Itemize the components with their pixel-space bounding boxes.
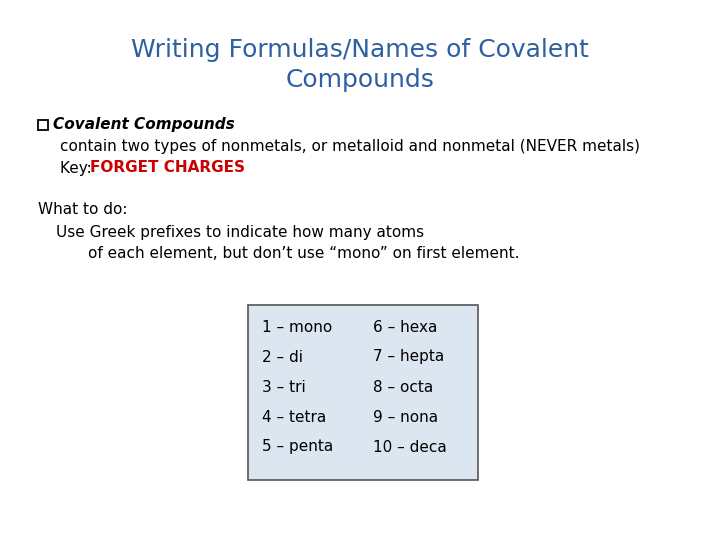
Text: 1 – mono: 1 – mono (262, 320, 332, 334)
Text: 7 – hepta: 7 – hepta (373, 349, 444, 364)
Text: Use Greek prefixes to indicate how many atoms: Use Greek prefixes to indicate how many … (56, 225, 424, 240)
Text: 6 – hexa: 6 – hexa (373, 320, 437, 334)
Text: 3 – tri: 3 – tri (262, 380, 306, 395)
Bar (38, 120, 48, 130)
Text: 8 – octa: 8 – octa (373, 380, 433, 395)
FancyBboxPatch shape (248, 305, 478, 480)
Text: Writing Formulas/Names of Covalent: Writing Formulas/Names of Covalent (131, 38, 589, 62)
Text: FORGET CHARGES: FORGET CHARGES (90, 160, 245, 176)
Text: 5 – penta: 5 – penta (262, 440, 333, 455)
Text: Key:: Key: (60, 160, 96, 176)
Text: 10 – deca: 10 – deca (373, 440, 446, 455)
Text: of each element, but don’t use “mono” on first element.: of each element, but don’t use “mono” on… (88, 246, 520, 261)
Text: Compounds: Compounds (286, 68, 434, 92)
Text: 2 – di: 2 – di (262, 349, 303, 364)
Text: What to do:: What to do: (38, 202, 127, 218)
Text: Covalent Compounds: Covalent Compounds (53, 118, 235, 132)
Text: 4 – tetra: 4 – tetra (262, 409, 326, 424)
Text: 9 – nona: 9 – nona (373, 409, 438, 424)
Text: contain two types of nonmetals, or metalloid and nonmetal (NEVER metals): contain two types of nonmetals, or metal… (60, 139, 640, 154)
